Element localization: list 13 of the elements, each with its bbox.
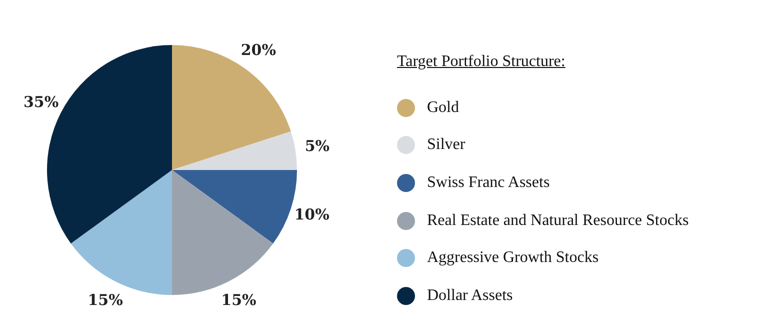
data-label: 15% <box>221 290 256 309</box>
data-label: 15% <box>88 290 123 309</box>
data-label: 5% <box>304 136 330 155</box>
legend-label: Swiss Franc Assets <box>427 174 550 192</box>
legend-label: Gold <box>427 98 459 117</box>
legend-label: Real Estate and Natural Resource Stocks <box>427 212 689 230</box>
data-label: 10% <box>294 205 330 224</box>
data-label: 20% <box>240 40 276 59</box>
legend-label: Silver <box>427 136 466 154</box>
legend-title: Target Portfolio Structure: <box>397 53 566 71</box>
legend-label: Dollar Assets <box>427 286 513 305</box>
data-label: 35% <box>23 93 59 112</box>
legend-label: Aggressive Growth Stocks <box>427 249 599 268</box>
